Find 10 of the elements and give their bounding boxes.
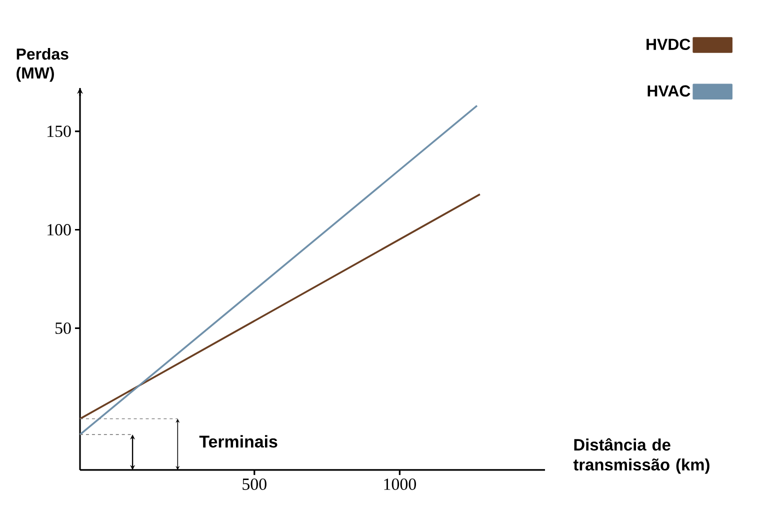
x-axis-title: Distância de transmissão (km) (573, 438, 710, 474)
legend-label: HVDC (646, 38, 690, 50)
legend-label: HVAC (648, 85, 690, 97)
x-tick-label: 500 (242, 478, 266, 490)
y-tick-label: 150 (48, 126, 71, 138)
y-axis-title: Perdas (MW) (16, 48, 68, 82)
annotation: Terminais (199, 435, 278, 448)
y-tick-label: 50 (56, 322, 71, 334)
x-tick-label: 1000 (384, 478, 416, 490)
y-tick-label: 100 (48, 224, 71, 236)
